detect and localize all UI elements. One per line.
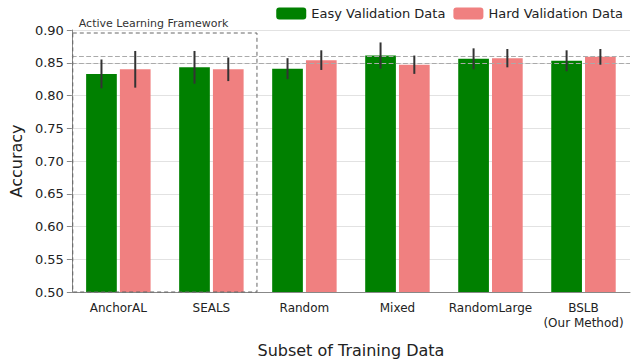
svg-text:Subset of Training Data: Subset of Training Data	[257, 341, 444, 360]
svg-text:Mixed: Mixed	[380, 301, 415, 315]
svg-text:AnchorAL: AnchorAL	[90, 301, 148, 315]
svg-text:0.90: 0.90	[35, 23, 64, 38]
svg-text:0.50: 0.50	[35, 285, 64, 300]
svg-text:Accuracy: Accuracy	[7, 124, 26, 197]
svg-text:BSLB: BSLB	[568, 301, 599, 315]
svg-text:0.85: 0.85	[35, 55, 64, 70]
svg-text:0.70: 0.70	[35, 154, 64, 169]
svg-text:0.60: 0.60	[35, 219, 64, 234]
svg-text:0.75: 0.75	[35, 121, 64, 136]
svg-text:(Our Method): (Our Method)	[543, 316, 623, 330]
svg-text:0.65: 0.65	[35, 186, 64, 201]
svg-text:Hard Validation Data: Hard Validation Data	[488, 6, 623, 21]
svg-text:Easy Validation Data: Easy Validation Data	[311, 6, 445, 21]
svg-text:0.55: 0.55	[35, 252, 64, 267]
svg-text:RandomLarge: RandomLarge	[449, 301, 532, 315]
svg-text:Random: Random	[280, 301, 330, 315]
svg-text:SEALS: SEALS	[193, 301, 231, 315]
svg-text:0.80: 0.80	[35, 88, 64, 103]
svg-text:Active Learning Framework: Active Learning Framework	[79, 17, 229, 30]
